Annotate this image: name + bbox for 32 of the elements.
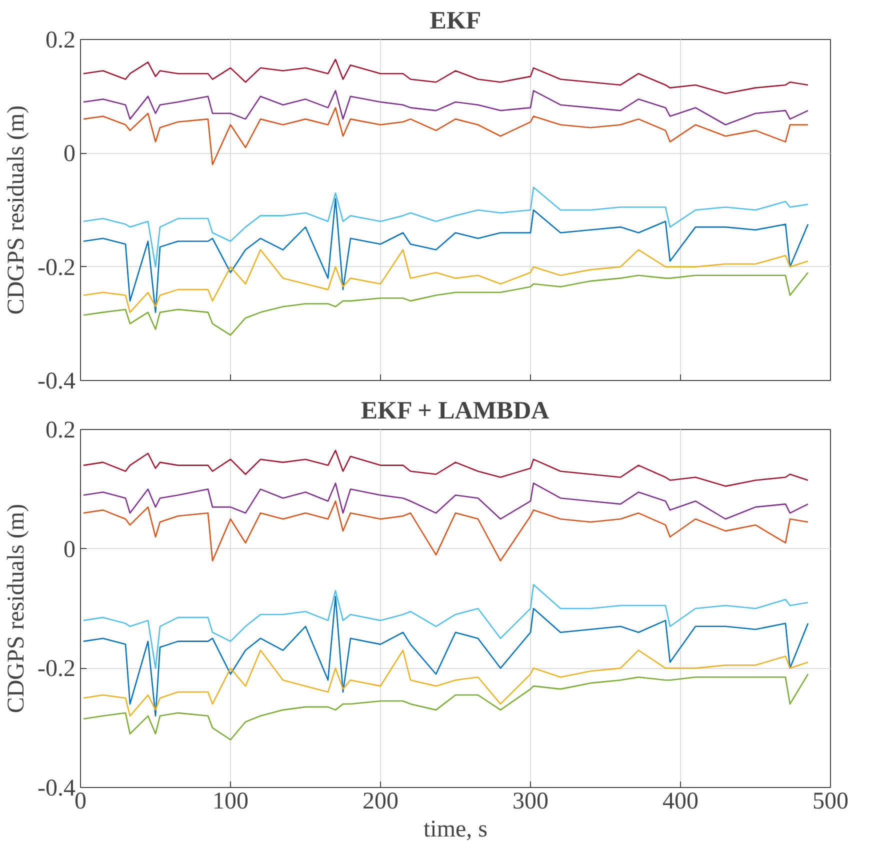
- line-series: [82, 249, 809, 313]
- line-series: [82, 107, 809, 166]
- line-series: [82, 500, 809, 562]
- chart-title: EKF: [430, 8, 482, 34]
- line-series: [82, 450, 809, 487]
- y-tick-label: -0.2: [38, 254, 76, 281]
- line-series: [82, 482, 809, 520]
- x-tick-label: 400: [662, 788, 698, 814]
- chart-title: EKF + LAMBDA: [360, 398, 550, 424]
- y-axis-title: CDGPS residuals (m): [4, 105, 30, 315]
- x-tick-label: 200: [362, 788, 398, 814]
- line-series: [82, 272, 809, 336]
- y-tick-label: -0.2: [38, 656, 76, 682]
- y-tick-label: -0.4: [38, 776, 76, 802]
- y-tick-label: 0.2: [46, 418, 76, 444]
- line-series: [82, 90, 809, 126]
- line-series: [82, 186, 809, 268]
- y-tick-label: 0: [64, 536, 76, 563]
- line-series: [82, 673, 809, 740]
- line-series: [82, 650, 809, 717]
- x-axis-title: time, s: [424, 816, 488, 842]
- y-tick-label: 0: [64, 141, 76, 168]
- line-series: [82, 198, 809, 313]
- y-tick-label: -0.4: [38, 368, 76, 394]
- line-series: [82, 58, 809, 94]
- x-tick-label: 100: [212, 788, 248, 814]
- y-tick-label: 0.2: [46, 28, 76, 54]
- line-series: [82, 596, 809, 717]
- x-tick-label: 500: [812, 788, 848, 814]
- x-tick-label: 300: [512, 788, 548, 814]
- y-axis-title: CDGPS residuals (m): [4, 504, 30, 714]
- line-series: [82, 584, 809, 669]
